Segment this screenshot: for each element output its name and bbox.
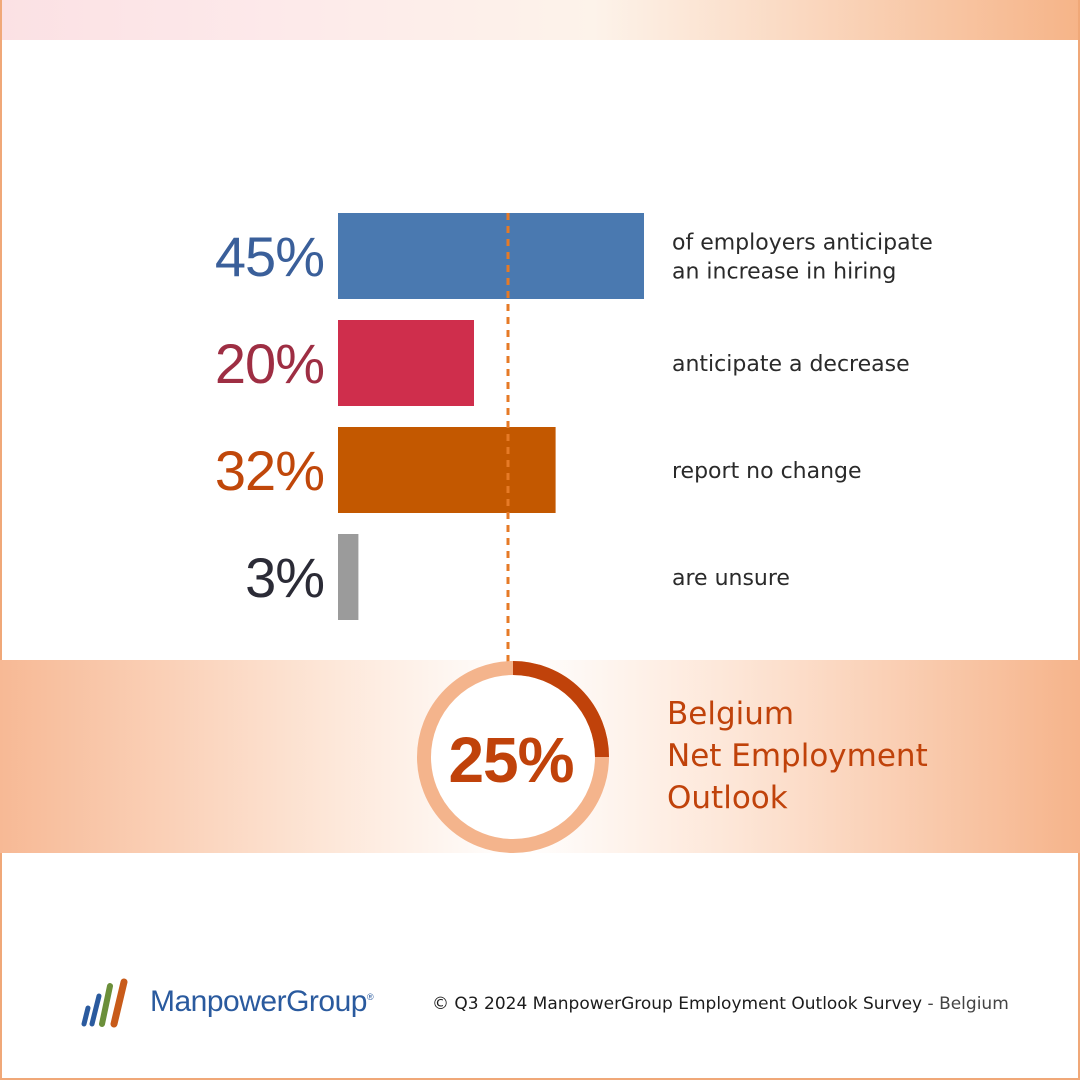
credit-location-wrap: - Belgium bbox=[922, 994, 1009, 1014]
bar-1 bbox=[338, 320, 474, 406]
bar-3 bbox=[338, 534, 359, 620]
top-gradient-band bbox=[0, 0, 1080, 40]
net-outlook-gauge: 25% bbox=[417, 661, 609, 853]
bar-0 bbox=[338, 213, 644, 299]
survey-credit: © Q3 2024 ManpowerGroup Employment Outlo… bbox=[432, 994, 1009, 1014]
category-label-2-line-0: report no change bbox=[672, 459, 862, 484]
value-label-1: 20% bbox=[215, 332, 324, 395]
outlook-title-line-2: Net Employment bbox=[667, 738, 928, 774]
category-label-1-line-0: anticipate a decrease bbox=[672, 352, 910, 377]
logo-stripes-icon bbox=[81, 978, 128, 1028]
gauge-value-label: 25% bbox=[448, 724, 573, 796]
net-outlook-title: Belgium Net Employment Outlook bbox=[667, 693, 928, 819]
category-label-0-line-1: an increase in hiring bbox=[672, 260, 896, 285]
credit-separator: - bbox=[922, 994, 940, 1014]
manpowergroup-logo: ManpowerGroup® bbox=[80, 972, 374, 1032]
outlook-title-line-1: Belgium bbox=[667, 696, 795, 732]
logo-wordmark: ManpowerGroup® bbox=[150, 985, 374, 1018]
value-label-3: 3% bbox=[245, 546, 324, 609]
bar-2 bbox=[338, 427, 556, 513]
category-label-0-line-0: of employers anticipate bbox=[672, 231, 933, 256]
value-label-0: 45% bbox=[215, 225, 324, 288]
value-label-2: 32% bbox=[215, 439, 324, 502]
outlook-title-line-3: Outlook bbox=[667, 780, 788, 816]
credit-main: © Q3 2024 ManpowerGroup Employment Outlo… bbox=[432, 994, 923, 1014]
credit-location: Belgium bbox=[939, 994, 1009, 1014]
category-label-3-line-0: are unsure bbox=[672, 566, 790, 591]
footer: ManpowerGroup® © Q3 2024 ManpowerGroup E… bbox=[0, 960, 1080, 1040]
gauge-arc bbox=[512, 661, 609, 758]
